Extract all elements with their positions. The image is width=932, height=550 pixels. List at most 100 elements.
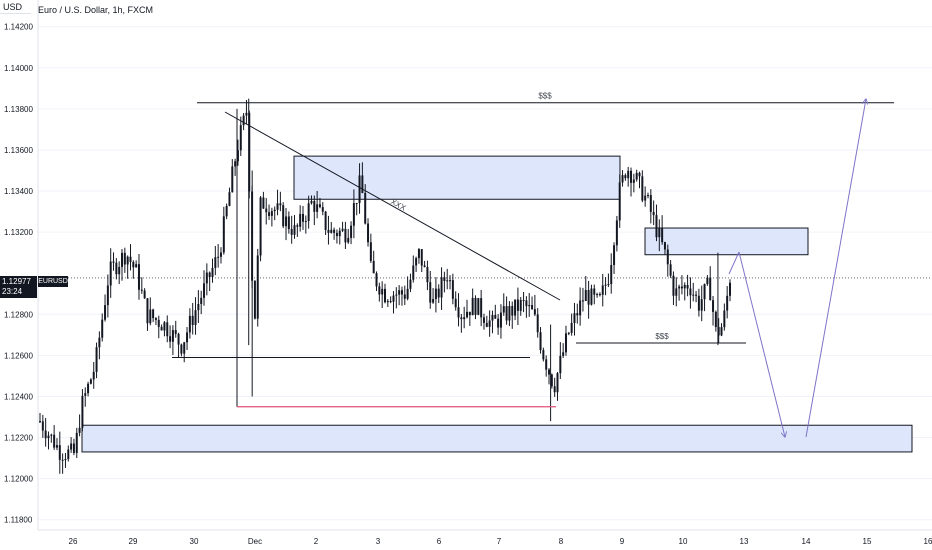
- candle-body: [367, 223, 370, 243]
- candle-body: [618, 182, 621, 221]
- candle-body: [245, 112, 248, 116]
- candle-body: [84, 393, 87, 396]
- candle-body: [624, 175, 627, 179]
- candle-body: [347, 237, 350, 243]
- candle-body: [426, 266, 429, 283]
- candle-body: [601, 285, 604, 295]
- candle-body: [242, 115, 245, 126]
- candle-body: [700, 299, 703, 311]
- candle-body: [200, 297, 203, 305]
- candle-body: [579, 300, 582, 316]
- candle-body: [186, 332, 189, 343]
- candle-body: [378, 286, 381, 295]
- candle-body: [460, 317, 463, 320]
- candle-body: [321, 207, 324, 212]
- y-tick-label: 1.13600: [4, 146, 33, 155]
- candle-body: [474, 297, 477, 315]
- candle-body: [375, 273, 378, 287]
- candle-body: [270, 211, 273, 216]
- candle-body: [106, 285, 109, 306]
- candle-body: [361, 175, 364, 193]
- candle-body: [596, 294, 599, 296]
- candle-body: [454, 298, 457, 308]
- x-tick-label: 10: [679, 537, 688, 546]
- candle-body: [174, 330, 177, 334]
- x-tick-label: 15: [863, 537, 872, 546]
- candle-body: [542, 350, 545, 360]
- candle-body: [330, 229, 333, 233]
- candle-body: [58, 445, 61, 460]
- candle-body: [115, 262, 118, 275]
- candle-body: [123, 252, 126, 265]
- candle-body: [539, 332, 542, 351]
- candle-body: [194, 310, 197, 325]
- candle-body: [70, 443, 73, 450]
- candle-body: [692, 294, 695, 296]
- candle-body: [610, 265, 613, 285]
- candle-body: [630, 170, 633, 183]
- candle-body: [95, 347, 98, 372]
- candle-body: [729, 282, 731, 296]
- currency-button[interactable]: USD: [0, 0, 31, 14]
- candle-body: [720, 327, 723, 336]
- candle-body: [666, 249, 669, 265]
- candle-body: [104, 305, 107, 320]
- candle-body: [364, 192, 367, 224]
- candle-body: [140, 289, 143, 291]
- candle-body: [663, 242, 666, 250]
- candle-body: [132, 261, 135, 268]
- candle-body: [420, 249, 423, 266]
- candle-body: [497, 318, 500, 328]
- candle-body: [446, 280, 449, 282]
- candle-body: [234, 161, 237, 167]
- candle-body: [573, 313, 576, 324]
- candle-body: [471, 297, 474, 316]
- candle-body: [533, 309, 536, 315]
- candle-body: [157, 319, 160, 327]
- candle-body: [548, 369, 551, 375]
- candle-body: [293, 225, 296, 235]
- candle-body: [101, 319, 104, 338]
- candle-body: [593, 288, 596, 295]
- candle-body: [211, 267, 214, 278]
- candle-body: [256, 255, 259, 319]
- x-tick-label: 7: [497, 537, 502, 546]
- candle-body: [680, 286, 683, 289]
- candle-body: [276, 203, 279, 210]
- candle-body: [231, 166, 234, 193]
- candle-body: [129, 256, 132, 262]
- y-tick-label: 1.13400: [4, 187, 33, 196]
- candle-body: [556, 373, 559, 393]
- chart-legend-title: Euro / U.S. Dollar, 1h, FXCM: [38, 5, 154, 15]
- supply-demand-zone: [293, 155, 621, 200]
- candle-body: [177, 333, 180, 345]
- candle-body: [344, 228, 347, 243]
- candle-body: [384, 288, 386, 303]
- candle-body: [400, 290, 403, 295]
- x-tick-label: 9: [620, 537, 625, 546]
- candle-body: [482, 317, 485, 323]
- candle-body: [333, 229, 336, 233]
- candle-body: [222, 216, 225, 253]
- candle-body: [273, 209, 276, 212]
- candle-body: [197, 304, 200, 311]
- candle-body: [641, 176, 644, 201]
- candle-body: [98, 337, 101, 348]
- candle-body: [644, 195, 647, 201]
- candle-body: [265, 208, 268, 213]
- candle-body: [248, 112, 251, 192]
- candle-body: [683, 284, 686, 289]
- y-tick-label: 1.14000: [4, 64, 33, 73]
- candle-body: [39, 421, 41, 423]
- x-tick-label: 16: [924, 537, 932, 546]
- candle-body: [381, 288, 384, 295]
- candle-body: [268, 212, 271, 216]
- candle-body: [689, 288, 692, 296]
- candle-body: [468, 311, 471, 316]
- candle-body: [53, 434, 56, 448]
- candle-body: [514, 299, 517, 316]
- y-tick-label: 1.13200: [4, 228, 33, 237]
- symbol-badge: EURUSD: [38, 276, 68, 287]
- candle-body: [316, 204, 319, 212]
